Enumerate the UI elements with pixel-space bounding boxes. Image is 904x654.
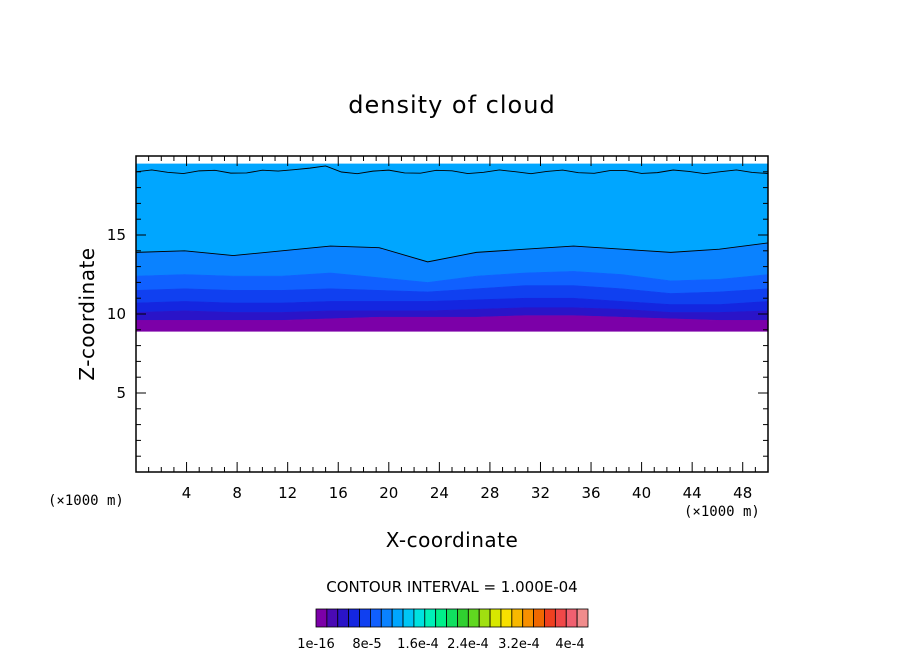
x-tick-label: 16 [329, 484, 348, 502]
x-axis-unit-right: (×1000 m) [684, 504, 760, 520]
colorbar-swatch [326, 608, 339, 628]
colorbar-swatch [500, 608, 513, 628]
contour-line-top [135, 165, 769, 175]
colorbar-swatch [522, 608, 534, 628]
x-tick-label: 32 [531, 484, 550, 502]
colorbar-swatch [315, 608, 328, 628]
x-tick-label: 28 [480, 484, 499, 502]
colorbar-swatch [576, 608, 589, 628]
colorbar-swatch [511, 608, 524, 628]
colorbar-swatch [337, 608, 350, 628]
x-tick-label: 44 [683, 484, 702, 502]
contour-line-middle [135, 242, 769, 263]
y-axis: 5 10 15 [107, 171, 768, 457]
colorbar-swatch [369, 608, 382, 628]
x-tick-label: 48 [733, 484, 752, 502]
colorbar-swatch [554, 608, 567, 628]
colorbar-swatch [348, 608, 360, 628]
x-axis: 4 8 12 16 20 24 28 32 36 40 44 48 [148, 156, 756, 502]
colorbar-label: 2.4e-4 [447, 637, 489, 652]
y-tick-label: 5 [116, 384, 126, 402]
x-tick-label: 24 [430, 484, 449, 502]
plot-area [135, 163, 769, 332]
x-tick-label: 8 [232, 484, 242, 502]
colorbar-swatch [467, 608, 480, 628]
contour-band-1 [135, 163, 769, 263]
x-axis-unit-left: (×1000 m) [48, 493, 124, 509]
chart-title: density of cloud [348, 91, 555, 119]
colorbar-swatch [446, 608, 458, 628]
colorbar-label: 4e-4 [555, 637, 584, 652]
colorbar-label: 1e-16 [297, 637, 335, 652]
colorbar-swatch [533, 608, 545, 628]
colorbar-label: 3.2e-4 [498, 637, 540, 652]
colorbar-labels: 1e-16 8e-5 1.6e-4 2.4e-4 3.2e-4 4e-4 [297, 637, 584, 652]
colorbar-label: 8e-5 [352, 637, 381, 652]
y-axis-label: Z-coordinate [75, 247, 99, 380]
colorbar-swatch [478, 608, 491, 628]
colorbar-swatch [435, 608, 447, 628]
colorbar-swatch [402, 608, 415, 628]
colorbar-swatch [565, 608, 578, 628]
colorbar [315, 608, 589, 628]
x-tick-label: 40 [632, 484, 651, 502]
x-tick-label: 20 [379, 484, 398, 502]
colorbar-swatch [457, 608, 469, 628]
colorbar-swatch [391, 608, 404, 628]
colorbar-swatch [424, 608, 437, 628]
colorbar-swatch [413, 608, 426, 628]
y-tick-label: 15 [107, 226, 126, 244]
contour-lines [135, 165, 769, 263]
x-tick-label: 12 [278, 484, 297, 502]
x-tick-label: 36 [581, 484, 600, 502]
x-axis-label: X-coordinate [386, 528, 519, 552]
contour-interval-text: CONTOUR INTERVAL = 1.000E-04 [326, 578, 577, 596]
colorbar-swatch [489, 608, 502, 628]
y-tick-label: 10 [107, 305, 126, 323]
x-tick-label: 4 [182, 484, 192, 502]
colorbar-swatch [380, 608, 393, 628]
colorbar-swatch [544, 608, 556, 628]
colorbar-swatch [359, 608, 371, 628]
colorbar-label: 1.6e-4 [397, 637, 439, 652]
